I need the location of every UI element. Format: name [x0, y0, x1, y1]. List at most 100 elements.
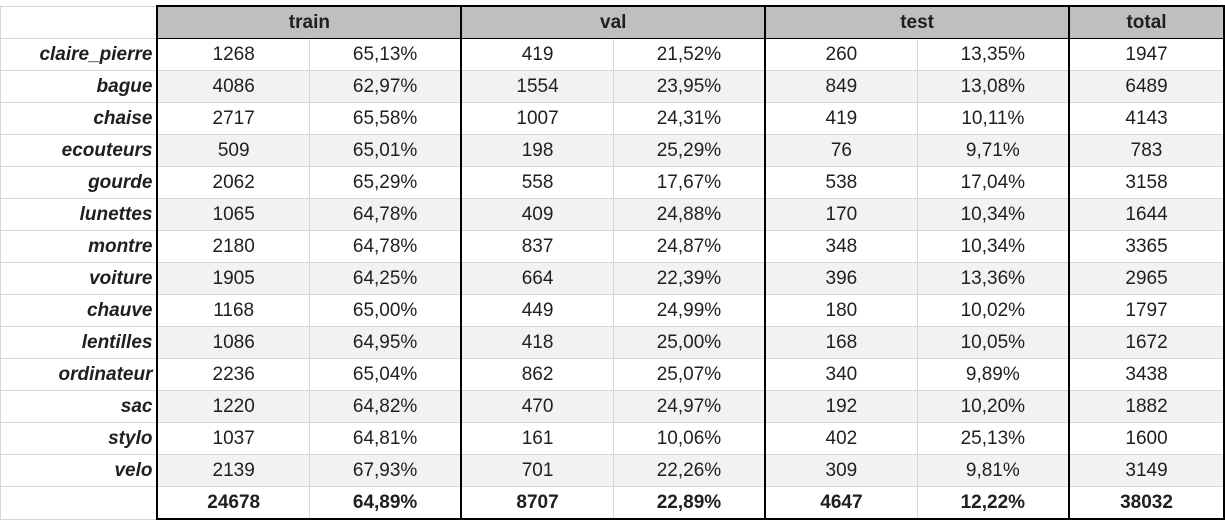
test-count: 180	[764, 294, 918, 327]
test-percent: 13,35%	[916, 38, 1071, 71]
val-count: 664	[460, 262, 614, 295]
test-count: 309	[764, 454, 918, 487]
header-total: total	[1068, 5, 1225, 39]
total-count: 3438	[1068, 358, 1225, 391]
train-count: 2717	[156, 102, 310, 135]
val-count: 418	[460, 326, 614, 359]
val-percent: 17,67%	[612, 166, 767, 199]
test-percent: 10,11%	[916, 102, 1071, 135]
test-count: 396	[764, 262, 918, 295]
val-count: 419	[460, 38, 614, 71]
total-count: 3149	[1068, 454, 1225, 487]
header-test: test	[764, 5, 1071, 39]
val-count: 1007	[460, 102, 614, 135]
train-percent: 64,81%	[308, 422, 463, 455]
val-percent: 10,06%	[612, 422, 767, 455]
val-percent: 22,39%	[612, 262, 767, 295]
val-count: 558	[460, 166, 614, 199]
test-percent: 17,04%	[916, 166, 1071, 199]
table-row: ordinateur 2236 65,04% 862 25,07% 340 9,89% 343…	[0, 358, 1225, 391]
totals-label	[0, 486, 159, 520]
totals-row: 24678 64,89% 8707 22,89% 4647 12,22% 38032	[0, 486, 1225, 520]
total-count: 783	[1068, 134, 1225, 167]
test-count: 402	[764, 422, 918, 455]
val-percent: 24,31%	[612, 102, 767, 135]
table-row: chaise 2717 65,58% 1007 24,31% 419 10,11% 4143	[0, 102, 1225, 135]
test-count: 192	[764, 390, 918, 423]
train-count: 2236	[156, 358, 310, 391]
val-percent: 25,07%	[612, 358, 767, 391]
total-count: 3158	[1068, 166, 1225, 199]
val-count: 409	[460, 198, 614, 231]
test-percent: 10,20%	[916, 390, 1071, 423]
train-percent: 65,00%	[308, 294, 463, 327]
test-percent: 9,71%	[916, 134, 1071, 167]
table-row: claire_pierre 1268 65,13% 419 21,52% 260 13,35…	[0, 38, 1225, 71]
row-label: chauve	[0, 294, 159, 327]
train-percent: 65,04%	[308, 358, 463, 391]
train-percent: 65,29%	[308, 166, 463, 199]
row-label: montre	[0, 230, 159, 263]
train-percent: 62,97%	[308, 70, 463, 103]
train-count: 2139	[156, 454, 310, 487]
total-count: 2965	[1068, 262, 1225, 295]
val-percent: 24,88%	[612, 198, 767, 231]
header-row: train val test total	[0, 5, 1225, 39]
dataset-split-table: train val test total claire_pierre 1268 65…	[0, 5, 1225, 520]
train-count: 1065	[156, 198, 310, 231]
train-count: 1037	[156, 422, 310, 455]
row-label: chaise	[0, 102, 159, 135]
test-count: 340	[764, 358, 918, 391]
total-count: 1644	[1068, 198, 1225, 231]
test-total-percent: 12,22%	[916, 486, 1071, 520]
row-label: lunettes	[0, 198, 159, 231]
table-row: stylo 1037 64,81% 161 10,06% 402 25,13% 1600	[0, 422, 1225, 455]
train-count: 1905	[156, 262, 310, 295]
test-percent: 13,08%	[916, 70, 1071, 103]
row-label: sac	[0, 390, 159, 423]
test-count: 170	[764, 198, 918, 231]
test-percent: 9,89%	[916, 358, 1071, 391]
train-count: 1168	[156, 294, 310, 327]
train-count: 2062	[156, 166, 310, 199]
train-percent: 65,13%	[308, 38, 463, 71]
train-count: 1268	[156, 38, 310, 71]
val-count: 701	[460, 454, 614, 487]
total-count: 1672	[1068, 326, 1225, 359]
val-total-count: 8707	[460, 486, 614, 520]
test-count: 260	[764, 38, 918, 71]
total-count: 1947	[1068, 38, 1225, 71]
table-row: gourde 2062 65,29% 558 17,67% 538 17,04% 3158	[0, 166, 1225, 199]
row-label: voiture	[0, 262, 159, 295]
val-percent: 24,87%	[612, 230, 767, 263]
total-count: 3365	[1068, 230, 1225, 263]
row-label: lentilles	[0, 326, 159, 359]
table-row: chauve 1168 65,00% 449 24,99% 180 10,02% 1797	[0, 294, 1225, 327]
table-row: lunettes 1065 64,78% 409 24,88% 170 10,34% 1644	[0, 198, 1225, 231]
total-count: 6489	[1068, 70, 1225, 103]
row-label: ordinateur	[0, 358, 159, 391]
train-total-count: 24678	[156, 486, 310, 520]
train-percent: 64,78%	[308, 230, 463, 263]
val-count: 862	[460, 358, 614, 391]
total-count: 1600	[1068, 422, 1225, 455]
grand-total: 38032	[1068, 486, 1225, 520]
val-percent: 24,97%	[612, 390, 767, 423]
train-percent: 64,25%	[308, 262, 463, 295]
train-total-percent: 64,89%	[308, 486, 463, 520]
header-val: val	[460, 5, 767, 39]
header-train: train	[156, 5, 463, 39]
row-label: claire_pierre	[0, 38, 159, 71]
val-total-percent: 22,89%	[612, 486, 767, 520]
val-count: 470	[460, 390, 614, 423]
train-count: 4086	[156, 70, 310, 103]
train-percent: 65,58%	[308, 102, 463, 135]
test-count: 849	[764, 70, 918, 103]
table-row: velo 2139 67,93% 701 22,26% 309 9,81% 3149	[0, 454, 1225, 487]
val-percent: 25,00%	[612, 326, 767, 359]
train-percent: 65,01%	[308, 134, 463, 167]
test-percent: 9,81%	[916, 454, 1071, 487]
table-row: voiture 1905 64,25% 664 22,39% 396 13,36% 2965	[0, 262, 1225, 295]
test-count: 538	[764, 166, 918, 199]
val-count: 837	[460, 230, 614, 263]
